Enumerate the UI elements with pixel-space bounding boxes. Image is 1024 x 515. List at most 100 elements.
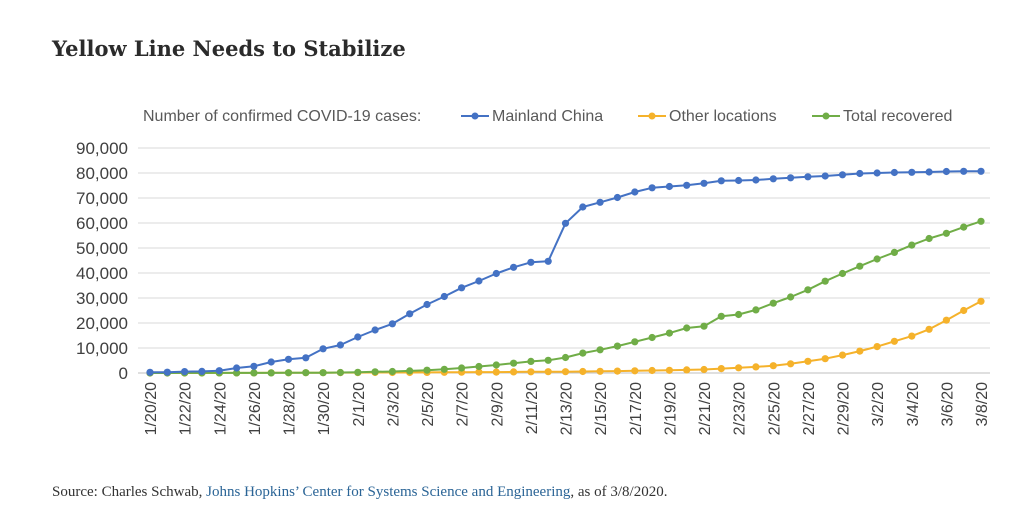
y-tick-label: 20,000 — [76, 314, 128, 333]
data-point-mainland-china — [700, 179, 708, 187]
data-point-total-recovered — [492, 361, 500, 369]
data-point-mainland-china — [354, 333, 362, 341]
data-point-total-recovered — [960, 223, 968, 231]
x-tick-label: 2/11/20 — [524, 382, 541, 434]
data-point-total-recovered — [544, 356, 552, 364]
data-point-mainland-china — [873, 169, 881, 177]
data-point-total-recovered — [735, 310, 743, 319]
legend-entry-mainland-china: Mainland China — [461, 108, 603, 125]
data-point-total-recovered — [406, 367, 414, 375]
data-point-total-recovered — [596, 346, 604, 354]
data-point-total-recovered — [665, 329, 674, 337]
data-point-total-recovered — [579, 349, 587, 357]
data-point-other-locations — [856, 347, 864, 355]
data-point-mainland-china — [717, 177, 725, 185]
data-point-mainland-china — [648, 184, 656, 192]
legend-entry-total-recovered: Total recovered — [812, 108, 952, 125]
legend-marker-total-recovered — [822, 112, 830, 120]
data-point-other-locations — [821, 355, 829, 363]
x-tick-label: 3/6/20 — [939, 382, 956, 427]
data-point-other-locations — [769, 362, 777, 370]
data-point-total-recovered — [821, 277, 829, 285]
data-point-mainland-china — [561, 219, 570, 227]
data-point-other-locations — [908, 332, 916, 340]
data-point-mainland-china — [579, 203, 587, 211]
data-point-mainland-china — [233, 364, 241, 372]
data-point-total-recovered — [440, 365, 448, 373]
data-point-other-locations — [960, 306, 968, 315]
data-point-total-recovered — [354, 368, 362, 376]
x-tick-label: 1/20/20 — [143, 382, 160, 435]
data-point-other-locations — [700, 365, 708, 374]
data-point-mainland-china — [215, 367, 223, 375]
y-tick-label: 60,000 — [76, 214, 128, 233]
data-point-mainland-china — [250, 362, 258, 370]
data-point-mainland-china — [319, 345, 327, 353]
data-point-mainland-china — [804, 173, 812, 181]
data-point-total-recovered — [683, 324, 691, 332]
data-point-total-recovered — [475, 362, 483, 371]
data-point-total-recovered — [769, 299, 777, 307]
data-point-other-locations — [596, 367, 604, 375]
data-point-mainland-china — [665, 182, 674, 191]
data-point-total-recovered — [717, 312, 725, 320]
data-point-other-locations — [509, 368, 518, 376]
data-point-mainland-china — [769, 175, 777, 183]
x-tick-label: 2/7/20 — [455, 382, 472, 427]
y-tick-label: 10,000 — [76, 339, 128, 358]
covid-cases-line-chart: Number of confirmed COVID-19 cases: Main… — [76, 108, 991, 435]
x-tick-label: 1/22/20 — [178, 382, 195, 435]
data-point-mainland-china — [181, 368, 189, 376]
y-tick-label: 90,000 — [76, 139, 128, 158]
legend: Number of confirmed COVID-19 cases: Main… — [143, 108, 952, 125]
x-tick-label: 2/1/20 — [351, 382, 368, 427]
series-layer — [146, 167, 985, 377]
data-point-mainland-china — [821, 172, 829, 180]
x-tick-label: 2/15/20 — [593, 382, 610, 435]
data-point-total-recovered — [942, 229, 951, 237]
y-tick-label: 50,000 — [76, 239, 128, 258]
data-point-mainland-china — [977, 167, 985, 175]
y-tick-label: 40,000 — [76, 264, 128, 283]
data-point-mainland-china — [613, 193, 622, 202]
data-point-mainland-china — [631, 188, 639, 196]
data-point-mainland-china — [856, 169, 864, 178]
series-total-recovered — [146, 217, 985, 377]
data-point-other-locations — [683, 366, 691, 374]
data-point-other-locations — [648, 366, 656, 375]
data-point-total-recovered — [458, 364, 466, 372]
data-point-other-locations — [838, 351, 847, 359]
data-point-mainland-china — [388, 320, 396, 328]
data-point-mainland-china — [163, 368, 171, 376]
data-point-mainland-china — [509, 263, 518, 271]
data-point-total-recovered — [561, 353, 570, 362]
x-tick-label: 2/13/20 — [559, 382, 576, 435]
data-point-other-locations — [787, 360, 795, 368]
data-point-total-recovered — [977, 217, 985, 225]
data-point-total-recovered — [700, 322, 708, 330]
data-point-total-recovered — [388, 367, 396, 376]
legend-title: Number of confirmed COVID-19 cases: — [143, 108, 421, 125]
data-point-mainland-china — [267, 358, 275, 366]
legend-label-mainland-china: Mainland China — [492, 108, 603, 125]
x-tick-label: 1/24/20 — [212, 382, 229, 435]
x-tick-label: 2/5/20 — [420, 382, 437, 427]
data-point-mainland-china — [908, 168, 916, 176]
x-axis: 1/20/20 1/22/20 1/24/20 1/26/20 1/28/20 1/30/… — [143, 382, 991, 435]
data-point-total-recovered — [908, 241, 916, 249]
data-point-other-locations — [977, 297, 985, 305]
data-point-total-recovered — [856, 262, 864, 270]
data-point-other-locations — [579, 367, 587, 376]
data-point-other-locations — [475, 368, 483, 376]
source-prefix: Source: Charles Schwab, — [52, 484, 207, 500]
data-point-other-locations — [665, 366, 674, 374]
data-point-total-recovered — [925, 234, 933, 243]
x-tick-label: 2/9/20 — [489, 382, 506, 427]
data-point-mainland-china — [683, 181, 691, 189]
jhu-csse-link[interactable]: Johns Hopkins’ Center for Systems Scienc… — [206, 484, 571, 500]
data-point-total-recovered — [509, 359, 518, 367]
y-axis: 0 10,000 20,000 30,000 40,000 50,000 60,000 70,… — [76, 139, 128, 383]
data-point-other-locations — [492, 368, 500, 376]
data-point-other-locations — [752, 363, 760, 371]
x-tick-label: 3/4/20 — [905, 382, 922, 427]
